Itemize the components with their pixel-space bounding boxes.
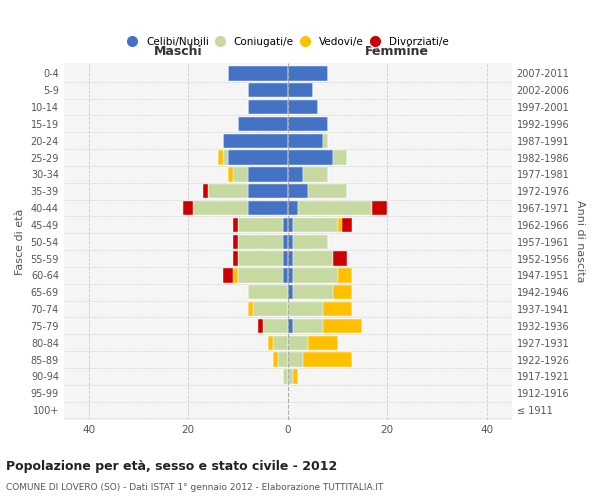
Bar xyxy=(248,302,253,316)
Bar xyxy=(223,134,288,148)
Y-axis label: Anni di nascita: Anni di nascita xyxy=(575,200,585,283)
Bar xyxy=(293,218,338,232)
Bar xyxy=(293,234,328,249)
Bar xyxy=(283,234,288,249)
Bar xyxy=(183,201,193,215)
Bar xyxy=(288,218,293,232)
Bar xyxy=(332,252,347,266)
Text: Femmine: Femmine xyxy=(365,45,429,58)
Bar xyxy=(223,268,233,282)
Bar xyxy=(288,285,293,300)
Bar xyxy=(238,234,283,249)
Bar xyxy=(308,184,347,198)
Bar xyxy=(233,167,248,182)
Bar xyxy=(288,336,308,350)
Bar xyxy=(253,302,288,316)
Bar xyxy=(323,302,352,316)
Bar xyxy=(273,336,288,350)
Bar xyxy=(343,218,352,232)
Bar xyxy=(228,150,288,164)
Bar xyxy=(273,352,278,366)
Bar xyxy=(288,116,328,131)
Text: COMUNE DI LOVERO (SO) - Dati ISTAT 1° gennaio 2012 - Elaborazione TUTTITALIA.IT: COMUNE DI LOVERO (SO) - Dati ISTAT 1° ge… xyxy=(6,483,383,492)
Bar xyxy=(283,252,288,266)
Bar xyxy=(373,201,387,215)
Legend: Celibi/Nubili, Coniugati/e, Vedovi/e, Divorziati/e: Celibi/Nubili, Coniugati/e, Vedovi/e, Di… xyxy=(123,33,452,52)
Bar xyxy=(233,234,238,249)
Bar xyxy=(288,66,328,80)
Bar xyxy=(208,184,248,198)
Bar xyxy=(288,234,293,249)
Bar xyxy=(288,83,313,98)
Bar xyxy=(233,252,238,266)
Bar xyxy=(293,369,298,384)
Bar xyxy=(288,184,308,198)
Bar xyxy=(288,100,317,114)
Bar xyxy=(288,167,302,182)
Text: Maschi: Maschi xyxy=(154,45,203,58)
Bar xyxy=(258,318,263,333)
Bar xyxy=(248,285,288,300)
Bar xyxy=(248,100,288,114)
Bar xyxy=(238,218,283,232)
Bar xyxy=(248,167,288,182)
Bar xyxy=(228,167,233,182)
Bar xyxy=(268,336,273,350)
Bar xyxy=(288,201,298,215)
Bar xyxy=(332,150,347,164)
Bar xyxy=(308,336,338,350)
Bar xyxy=(338,218,343,232)
Bar xyxy=(298,201,373,215)
Bar xyxy=(302,167,328,182)
Bar xyxy=(302,352,352,366)
Bar xyxy=(193,201,248,215)
Bar xyxy=(323,134,328,148)
Bar xyxy=(238,268,283,282)
Bar xyxy=(233,218,238,232)
Bar xyxy=(283,268,288,282)
Bar xyxy=(323,318,362,333)
Bar xyxy=(263,318,288,333)
Y-axis label: Fasce di età: Fasce di età xyxy=(15,208,25,275)
Bar xyxy=(332,285,352,300)
Text: Popolazione per età, sesso e stato civile - 2012: Popolazione per età, sesso e stato civil… xyxy=(6,460,337,473)
Bar xyxy=(233,268,238,282)
Bar xyxy=(223,150,228,164)
Bar xyxy=(288,134,323,148)
Bar xyxy=(248,184,288,198)
Bar xyxy=(293,285,332,300)
Bar xyxy=(238,116,288,131)
Bar xyxy=(288,352,302,366)
Bar xyxy=(238,252,283,266)
Bar xyxy=(228,66,288,80)
Bar xyxy=(278,352,288,366)
Bar xyxy=(218,150,223,164)
Bar xyxy=(283,218,288,232)
Bar xyxy=(293,252,332,266)
Bar xyxy=(203,184,208,198)
Bar xyxy=(288,302,323,316)
Bar xyxy=(288,268,293,282)
Bar xyxy=(248,83,288,98)
Bar xyxy=(293,268,338,282)
Bar xyxy=(288,318,293,333)
Bar xyxy=(248,201,288,215)
Bar xyxy=(283,369,288,384)
Bar xyxy=(293,318,323,333)
Bar xyxy=(288,150,332,164)
Bar xyxy=(338,268,352,282)
Bar xyxy=(288,252,293,266)
Bar xyxy=(288,369,293,384)
